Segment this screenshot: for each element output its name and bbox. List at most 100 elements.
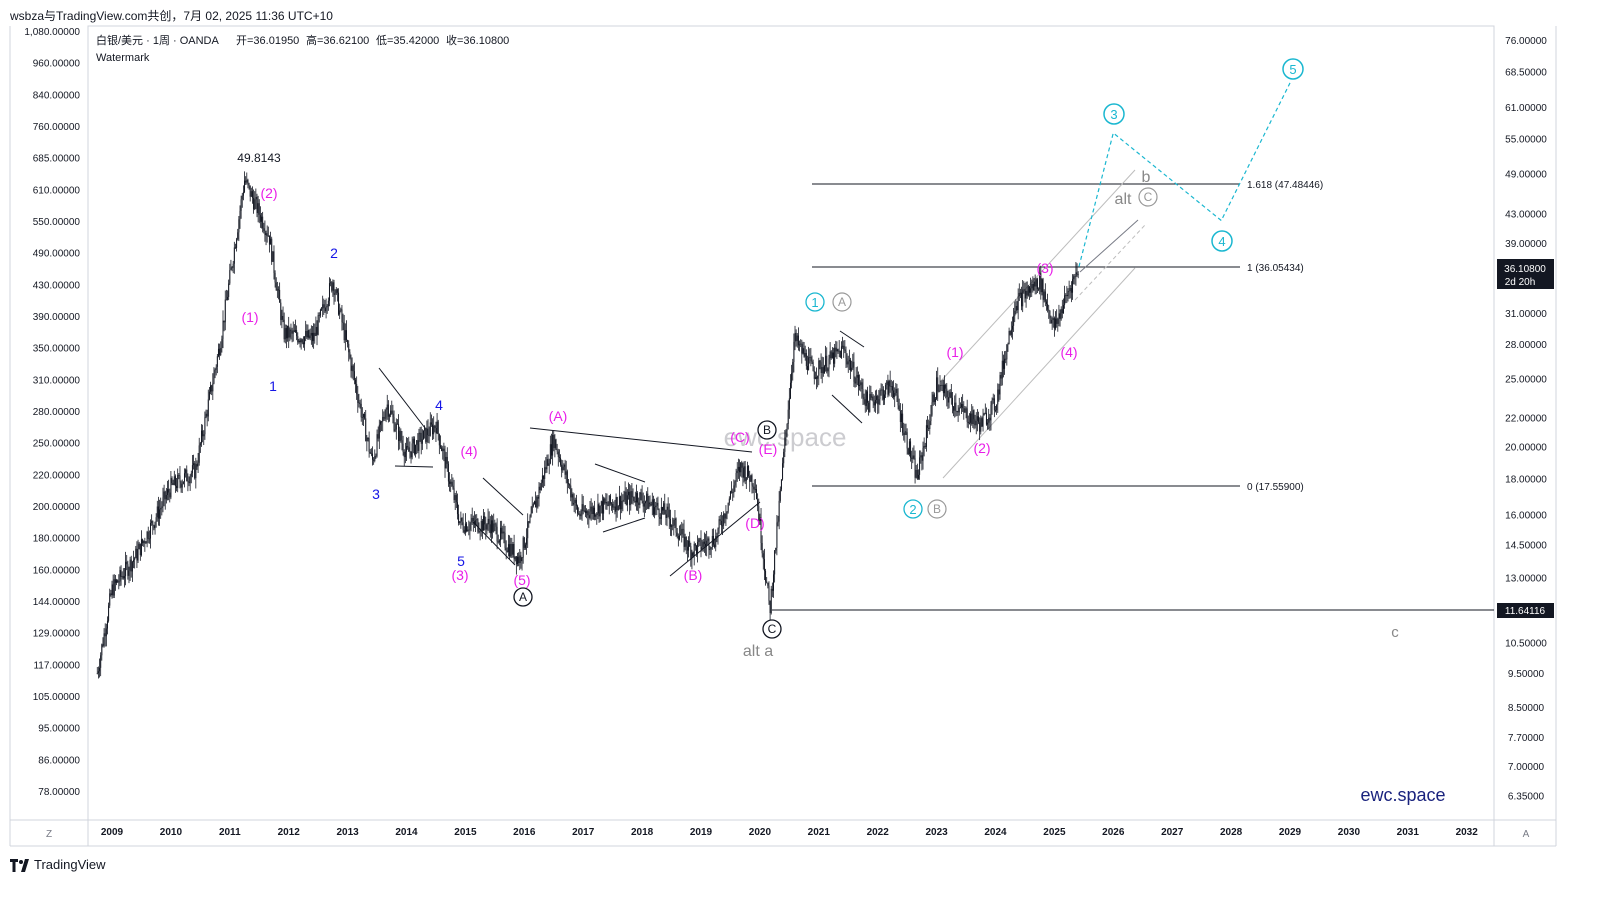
candle-body — [919, 457, 921, 475]
candle-body — [963, 408, 965, 413]
candle-body — [856, 375, 858, 378]
candle-body — [412, 438, 414, 444]
right-axis-tick-label: 25.00000 — [1505, 374, 1547, 385]
candle-body — [1072, 279, 1074, 293]
candle-body — [472, 517, 474, 522]
candle-body — [153, 525, 155, 529]
blue-wave-labels: 2 1 4 3 5 — [269, 245, 465, 569]
wave-label: (D) — [745, 515, 764, 531]
candle-body — [338, 292, 340, 315]
candle-body — [577, 505, 579, 514]
candle-body — [565, 471, 567, 475]
candle-body — [873, 401, 875, 406]
right-axis-tick-label: 55.00000 — [1505, 134, 1547, 145]
candle-body — [766, 581, 768, 583]
candle-body — [130, 559, 132, 572]
candle-body — [1077, 274, 1079, 276]
candle-body — [924, 445, 926, 447]
candle-body — [596, 513, 598, 515]
candle-body — [234, 247, 236, 249]
candle-body — [462, 522, 464, 530]
candle-body — [1027, 286, 1029, 296]
candle-body — [429, 422, 431, 436]
candle-body — [573, 502, 575, 505]
candle-body — [330, 282, 332, 284]
candle-body — [407, 446, 409, 448]
candle-body — [419, 432, 421, 434]
candle-body — [512, 544, 514, 555]
wave-label: (B) — [684, 567, 703, 583]
candle-body — [663, 503, 665, 511]
left-axis-tick-label: 95.00000 — [38, 724, 80, 735]
candle-body — [903, 432, 905, 436]
candle-body — [138, 543, 140, 550]
candle-body — [167, 489, 169, 495]
candle-body — [421, 439, 423, 444]
year-tick-label: 2016 — [513, 827, 536, 838]
candle-body — [900, 413, 902, 422]
candle-body — [607, 505, 609, 507]
candle-body — [574, 499, 576, 503]
candle-body — [793, 341, 795, 363]
candle-body — [247, 179, 249, 184]
candle-body — [449, 481, 451, 484]
candle-body — [958, 407, 960, 413]
candle-body — [385, 409, 387, 419]
candle-body — [427, 428, 429, 436]
candle-body — [270, 238, 272, 245]
right-price-axis[interactable]: 76.00000 68.50000 61.00000 55.00000 49.00000… — [1505, 36, 1547, 803]
candle-body — [386, 404, 388, 410]
candle-body — [1066, 294, 1068, 297]
candle-body — [878, 399, 880, 405]
candle-body — [657, 502, 659, 510]
candle-body — [1052, 318, 1054, 320]
candle-body — [97, 671, 99, 674]
candle-body — [422, 430, 424, 440]
left-axis-tick-label: 1,080.00000 — [24, 27, 80, 38]
candle-body — [281, 316, 283, 320]
candle-body — [372, 453, 374, 460]
candle-body — [230, 267, 232, 271]
candle-body — [477, 519, 479, 532]
right-axis-tick-label: 7.70000 — [1508, 733, 1545, 744]
price-series[interactable] — [96, 171, 1079, 679]
candle-body — [945, 384, 947, 389]
left-axis-tick-label: 180.00000 — [33, 534, 81, 545]
candle-body — [671, 525, 673, 527]
candle-body — [554, 439, 556, 448]
candle-body — [373, 459, 375, 461]
candle-body — [709, 549, 711, 551]
candle-body — [650, 503, 652, 506]
candle-body — [202, 430, 204, 437]
left-axis-corner-label[interactable]: Z — [46, 829, 52, 840]
candle-body — [393, 416, 395, 431]
candle-body — [186, 469, 188, 482]
candle-body — [757, 499, 759, 507]
left-axis-tick-label: 430.00000 — [33, 280, 81, 291]
candle-body — [761, 542, 763, 554]
candle-body — [545, 467, 547, 470]
time-axis[interactable]: 2009 2010 2011 2012 2013 2014 2015 2016 2017 2018… — [101, 827, 1478, 838]
candle-body — [915, 469, 917, 478]
right-axis-corner-label[interactable]: A — [1523, 829, 1530, 840]
candle-body — [377, 434, 379, 439]
candle-body — [825, 355, 827, 367]
candle-body — [376, 434, 378, 456]
candle-body — [914, 458, 916, 478]
candle-body — [244, 180, 246, 192]
candle-body — [404, 451, 406, 458]
candle-body — [334, 293, 336, 295]
rising-channel[interactable] — [939, 169, 1146, 479]
candle-body — [635, 493, 637, 503]
candle-body — [342, 322, 344, 323]
candle-body — [159, 509, 161, 519]
left-price-axis[interactable]: 1,080.00000 960.00000 840.00000 760.00000 68… — [24, 27, 80, 798]
projection-path[interactable] — [1078, 82, 1291, 267]
candle-body — [1030, 288, 1032, 293]
candle-body — [700, 538, 702, 550]
circle-marker — [927, 499, 947, 519]
candle-body — [795, 332, 797, 342]
left-axis-tick-label: 390.00000 — [33, 312, 81, 323]
candle-body — [816, 377, 818, 379]
